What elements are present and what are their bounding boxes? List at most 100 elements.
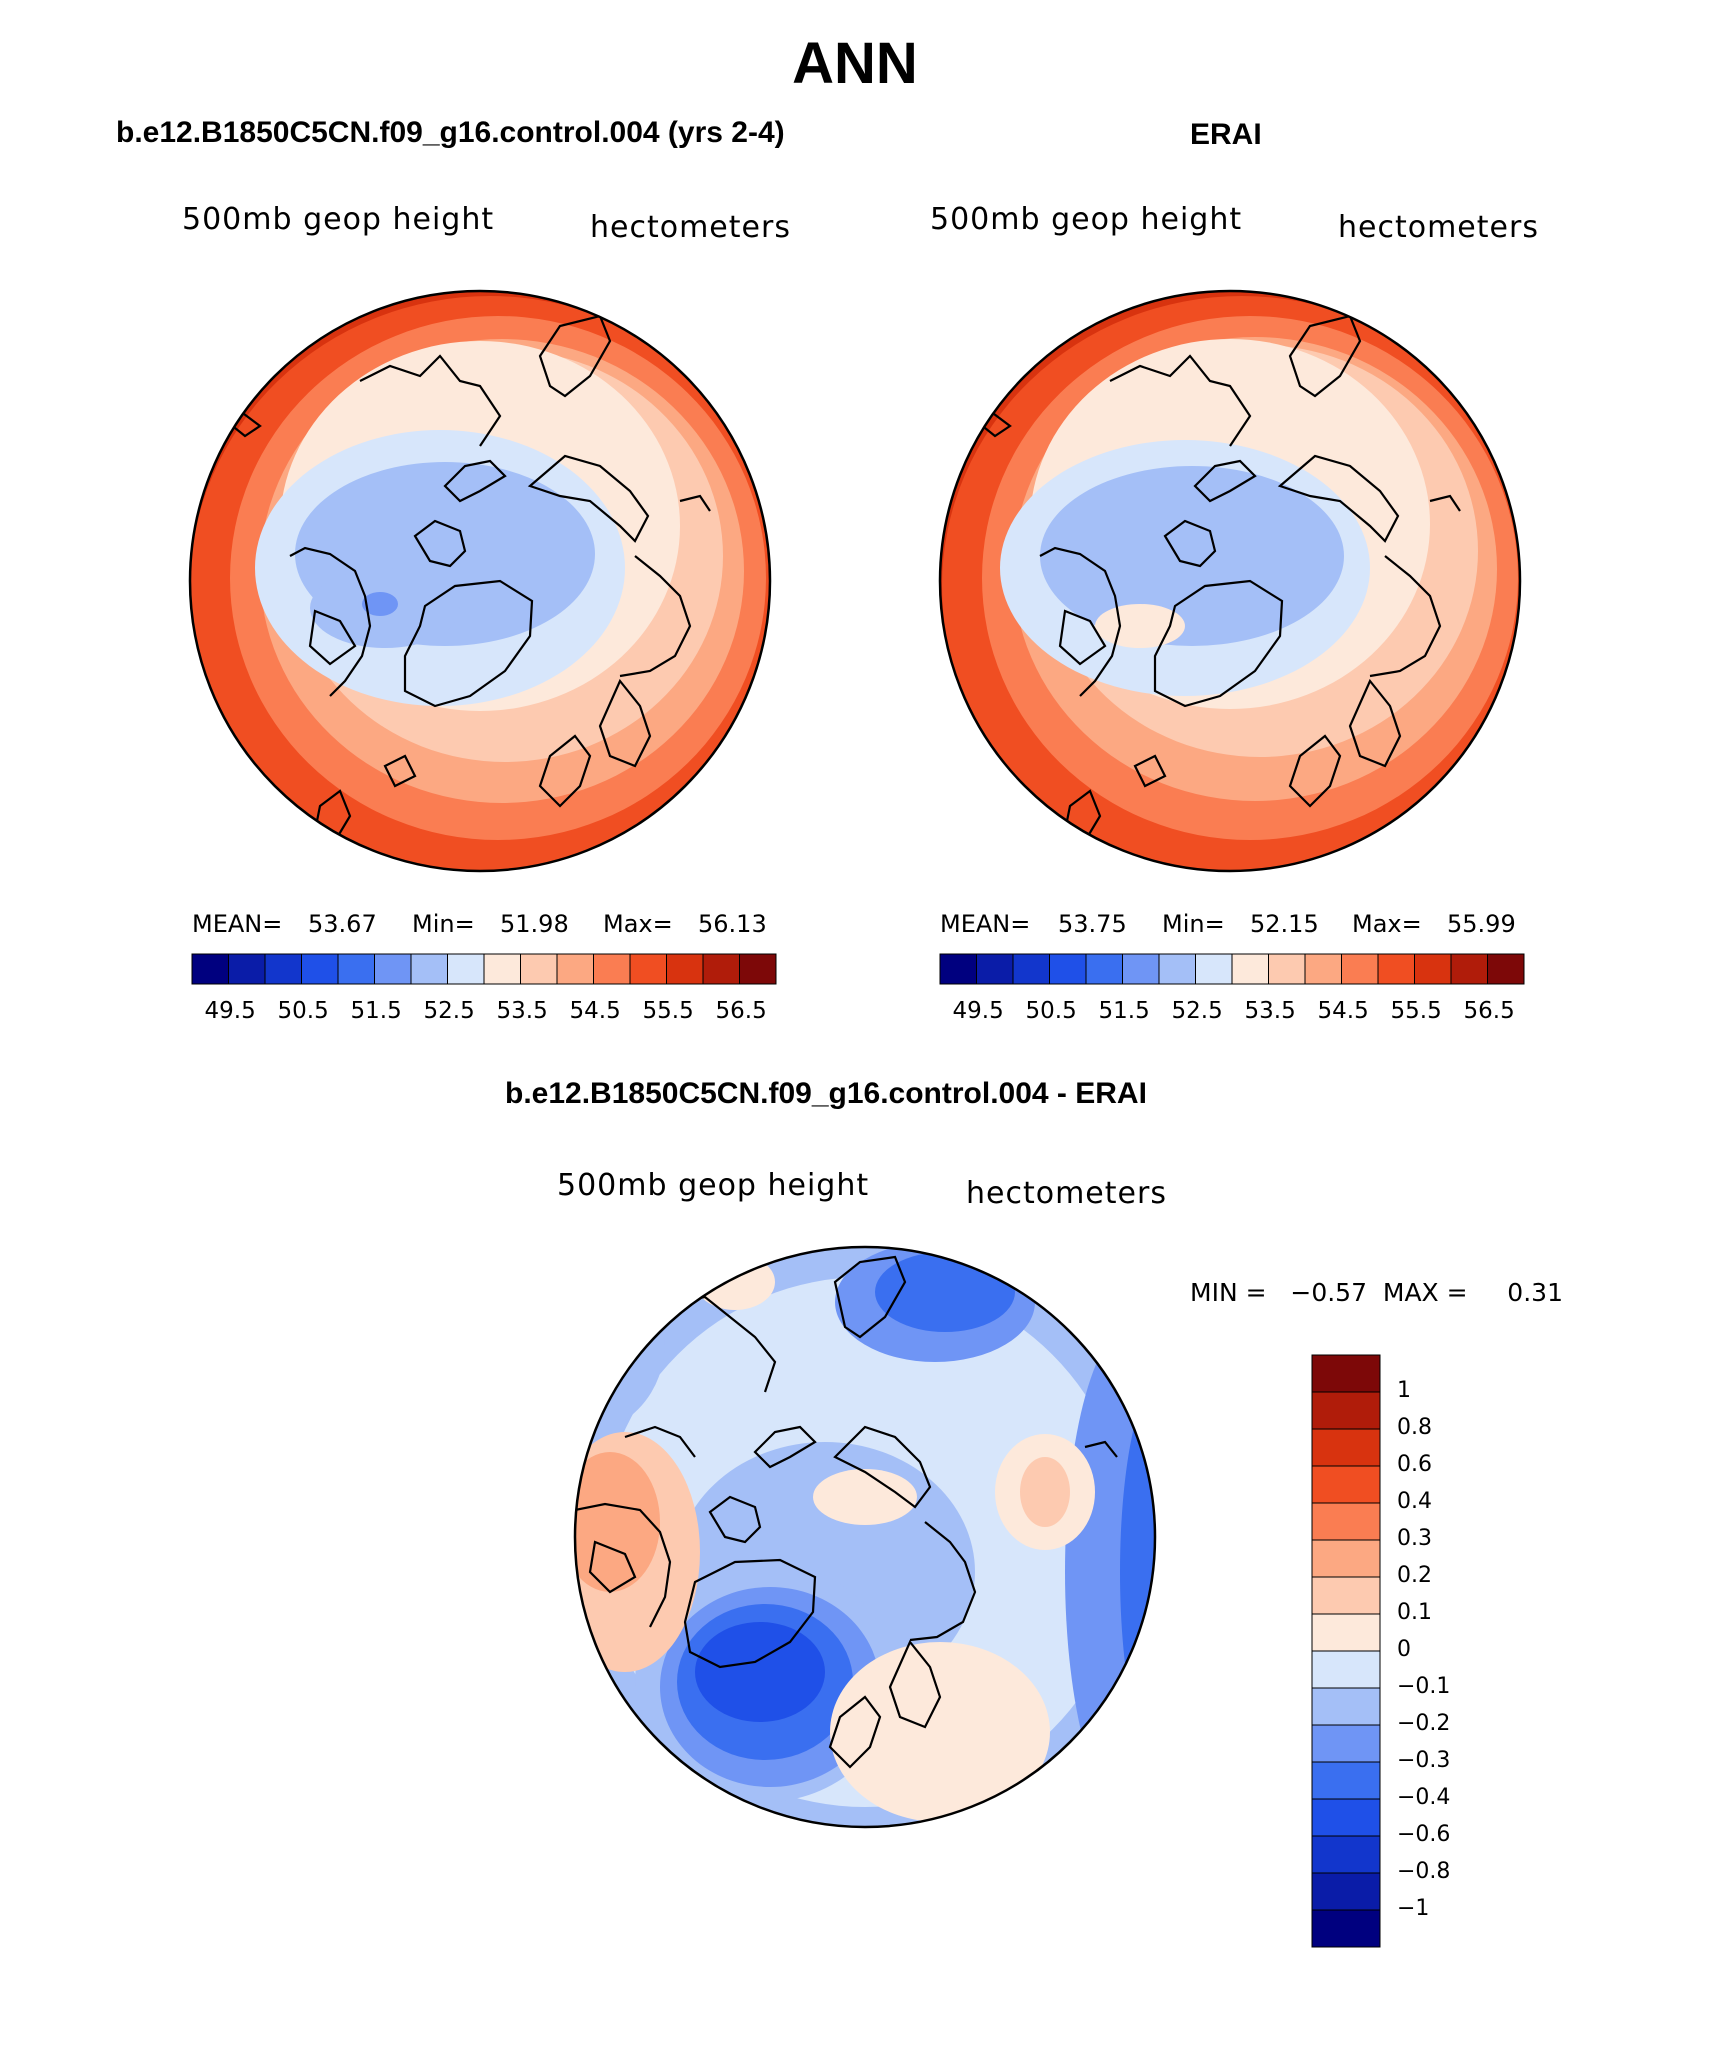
colorbar-swatch (1311, 1872, 1381, 1911)
right-min-value: 52.15 (1250, 910, 1319, 938)
right-units-label: hectometers (1338, 210, 1539, 245)
right-colorbar (939, 953, 1525, 985)
colorbar-tick-label: 0.1 (1397, 1600, 1432, 1625)
colorbar-tick-label: 0.4 (1397, 1489, 1432, 1514)
colorbar-swatch (1231, 953, 1269, 985)
colorbar-tick-label: 52.5 (423, 998, 475, 1024)
colorbar-swatch (1012, 953, 1050, 985)
diff-variable-label: 500mb geop height (557, 1168, 870, 1203)
colorbar-swatch (520, 953, 558, 985)
colorbar-tick-label: 49.5 (204, 998, 256, 1024)
colorbar-swatch (1158, 953, 1196, 985)
left-colorbar (191, 953, 777, 985)
colorbar-swatch (1311, 1650, 1381, 1689)
colorbar-tick-label: −0.3 (1397, 1748, 1451, 1773)
colorbar-swatch (1122, 953, 1160, 985)
left-min-label: Min= (412, 910, 475, 938)
colorbar-swatch (629, 953, 667, 985)
left-variable-label: 500mb geop height (182, 202, 495, 237)
colorbar-swatch (1450, 953, 1488, 985)
colorbar-tick-label: −0.6 (1397, 1822, 1451, 1847)
colorbar-tick-label: −0.1 (1397, 1674, 1451, 1699)
left-max-label: Max= (603, 910, 673, 938)
colorbar-swatch (447, 953, 485, 985)
right-polar-map (938, 289, 1522, 873)
colorbar-swatch (1268, 953, 1306, 985)
colorbar-swatch (1311, 1724, 1381, 1763)
colorbar-swatch (1311, 1761, 1381, 1800)
colorbar-swatch (976, 953, 1014, 985)
colorbar-swatch (1311, 1576, 1381, 1615)
colorbar-swatch (556, 953, 594, 985)
colorbar-swatch (483, 953, 521, 985)
colorbar-swatch (1311, 1798, 1381, 1837)
colorbar-tick-label: 0.3 (1397, 1526, 1432, 1551)
colorbar-swatch (1311, 1391, 1381, 1430)
colorbar-swatch (739, 953, 777, 985)
colorbar-swatch (1311, 1909, 1381, 1948)
figure-title: ANN (792, 31, 918, 96)
colorbar-swatch (1487, 953, 1525, 985)
colorbar-swatch (264, 953, 302, 985)
colorbar-swatch (1311, 1428, 1381, 1467)
right-mean-value: 53.75 (1058, 910, 1127, 938)
diff-colorbar (1311, 1354, 1381, 1948)
colorbar-tick-label: −1 (1397, 1896, 1430, 1921)
right-panel-title: ERAI (1190, 118, 1262, 151)
colorbar-swatch (337, 953, 375, 985)
colorbar-tick-label: 54.5 (569, 998, 621, 1024)
colorbar-swatch (1414, 953, 1452, 985)
colorbar-swatch (1311, 1539, 1381, 1578)
right-mean-label: MEAN= (940, 910, 1031, 938)
colorbar-swatch (1311, 1354, 1381, 1393)
colorbar-swatch (1341, 953, 1379, 985)
colorbar-tick-label: 52.5 (1171, 998, 1223, 1024)
left-panel-title: b.e12.B1850C5CN.f09_g16.control.004 (yrs… (116, 116, 785, 149)
colorbar-swatch (1377, 953, 1415, 985)
left-polar-map (188, 289, 772, 873)
colorbar-tick-label: −0.4 (1397, 1785, 1451, 1810)
colorbar-tick-label: 51.5 (350, 998, 402, 1024)
colorbar-swatch (1049, 953, 1087, 985)
colorbar-swatch (1311, 1465, 1381, 1504)
colorbar-tick-label: 56.5 (1463, 998, 1515, 1024)
colorbar-swatch (1311, 1502, 1381, 1541)
colorbar-swatch (702, 953, 740, 985)
colorbar-swatch (1304, 953, 1342, 985)
colorbar-swatch (1195, 953, 1233, 985)
colorbar-swatch (939, 953, 977, 985)
colorbar-tick-label: −0.2 (1397, 1711, 1451, 1736)
colorbar-swatch (191, 953, 229, 985)
colorbar-tick-label: 55.5 (642, 998, 694, 1024)
colorbar-tick-label: −0.8 (1397, 1859, 1451, 1884)
colorbar-tick-label: 56.5 (715, 998, 767, 1024)
colorbar-tick-label: 50.5 (277, 998, 329, 1024)
colorbar-swatch (666, 953, 704, 985)
right-min-label: Min= (1162, 910, 1225, 938)
colorbar-tick-label: 1 (1397, 1378, 1411, 1403)
left-mean-value: 53.67 (308, 910, 377, 938)
colorbar-swatch (301, 953, 339, 985)
colorbar-tick-label: 0.8 (1397, 1415, 1432, 1440)
left-mean-label: MEAN= (192, 910, 283, 938)
colorbar-tick-label: 50.5 (1025, 998, 1077, 1024)
colorbar-swatch (1085, 953, 1123, 985)
colorbar-swatch (410, 953, 448, 985)
diff-polar-map (573, 1245, 1157, 1829)
colorbar-tick-label: 54.5 (1317, 998, 1369, 1024)
left-units-label: hectometers (590, 210, 791, 245)
diff-panel-title: b.e12.B1850C5CN.f09_g16.control.004 - ER… (505, 1077, 1147, 1110)
colorbar-swatch (1311, 1613, 1381, 1652)
colorbar-swatch (374, 953, 412, 985)
colorbar-tick-label: 51.5 (1098, 998, 1150, 1024)
right-max-value: 55.99 (1447, 910, 1516, 938)
colorbar-tick-label: 0.2 (1397, 1563, 1432, 1588)
colorbar-tick-label: 0.6 (1397, 1452, 1432, 1477)
diff-minmax: MIN = −0.57 MAX = 0.31 (1190, 1278, 1563, 1307)
colorbar-tick-label: 55.5 (1390, 998, 1442, 1024)
right-max-label: Max= (1352, 910, 1422, 938)
right-variable-label: 500mb geop height (930, 202, 1243, 237)
diff-units-label: hectometers (966, 1176, 1167, 1211)
left-max-value: 56.13 (698, 910, 767, 938)
colorbar-swatch (1311, 1687, 1381, 1726)
